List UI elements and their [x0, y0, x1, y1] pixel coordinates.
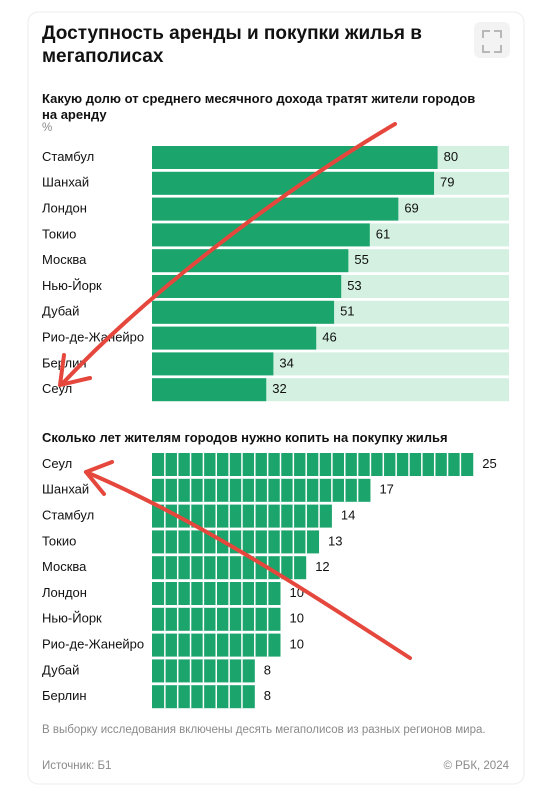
page-title: Доступность аренды и покупки жилья в мег…: [42, 23, 422, 67]
category-label: Москва: [42, 559, 87, 574]
category-label: Берлин: [42, 688, 87, 703]
chart-title: Какую долю от среднего месячного дохода …: [42, 91, 476, 122]
bar: [152, 223, 370, 247]
value-label: 61: [376, 226, 390, 241]
value-label: 55: [354, 252, 368, 267]
bar: [152, 197, 399, 221]
value-label: 10: [290, 611, 304, 626]
category-label: Шанхай: [42, 175, 89, 190]
category-label: Шанхай: [42, 482, 89, 497]
category-label: Дубай: [42, 304, 79, 319]
value-label: 53: [347, 278, 361, 293]
category-label: Стамбул: [42, 508, 94, 523]
category-label: Нью-Йорк: [42, 611, 102, 626]
value-label: 8: [264, 662, 271, 677]
arrow-head: [58, 353, 92, 387]
bar: [152, 146, 438, 169]
bar: [152, 352, 274, 376]
category-label: Токио: [42, 226, 76, 241]
category-label: Дубай: [42, 662, 79, 677]
bar: [152, 275, 342, 298]
value-label: 51: [340, 304, 354, 319]
bar: [152, 378, 267, 402]
source: Источник: Б1: [42, 760, 112, 772]
value-label: 13: [328, 533, 342, 548]
value-label: 12: [315, 559, 329, 574]
annotation-arrows: [58, 122, 412, 660]
arrow-head: [84, 460, 114, 496]
value-label: 14: [341, 508, 355, 523]
category-label: Рио-де-Жанейро: [42, 330, 144, 345]
value-label: 8: [264, 688, 271, 703]
value-label: 79: [440, 175, 454, 190]
category-label: Стамбул: [42, 149, 94, 164]
value-label: 10: [290, 637, 304, 652]
note: В выборку исследования включены десять м…: [42, 724, 486, 736]
value-label: 80: [444, 149, 458, 164]
arrow: [84, 470, 412, 660]
unit: %: [42, 122, 53, 134]
category-label: Лондон: [42, 585, 87, 600]
value-label: 46: [322, 330, 336, 345]
category-label: Токио: [42, 533, 76, 548]
bar: [152, 453, 474, 476]
category-label: Москва: [42, 252, 87, 267]
value-label: 34: [279, 355, 293, 370]
bar: [152, 171, 435, 195]
bar: [152, 478, 371, 502]
copyright: © РБК, 2024: [443, 760, 509, 772]
category-label: Сеул: [42, 456, 72, 471]
value-label: 32: [272, 381, 286, 396]
category-label: Рио-де-Жанейро: [42, 637, 144, 652]
value-label: 25: [482, 456, 496, 471]
value-label: 17: [379, 482, 393, 497]
expand-icon[interactable]: [474, 22, 510, 58]
bar: [152, 300, 335, 324]
category-label: Лондон: [42, 201, 87, 216]
chart-title: Сколько лет жителям городов нужно копить…: [42, 430, 448, 445]
arrow: [60, 122, 397, 386]
bar: [152, 326, 317, 350]
category-label: Нью-Йорк: [42, 278, 102, 293]
bar: [152, 249, 349, 273]
value-label: 69: [404, 201, 418, 216]
bar: [152, 530, 320, 554]
